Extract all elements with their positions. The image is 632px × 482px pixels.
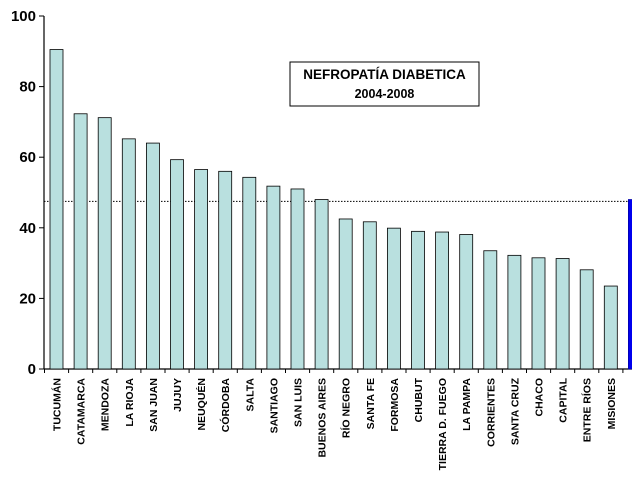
bar-la-pampa: [459, 234, 474, 370]
bars: [49, 49, 632, 370]
bar-formosa: [386, 227, 401, 370]
bar-corrientes: [483, 250, 498, 370]
x-category-label: JUJUY: [172, 378, 184, 412]
bar-entre-r-os: [579, 269, 594, 370]
x-category-label: TUCUMÁN: [51, 378, 64, 431]
x-category-label: SANTIAGO: [268, 378, 280, 433]
bar-san-luis: [290, 188, 305, 370]
x-category-label: LA RIOJA: [124, 378, 136, 427]
bar-santiago: [266, 185, 281, 370]
y-tick-label: 0: [28, 361, 36, 378]
x-category-label: RÍO NEGRO: [340, 378, 353, 438]
x-category-label: SALTA: [244, 378, 256, 412]
x-category-label: FORMOSA: [389, 378, 401, 432]
bar-mendoza: [97, 117, 112, 370]
bar-r-o-negro: [338, 218, 353, 370]
y-tick-label: 100: [11, 8, 36, 25]
bar-catamarca: [73, 113, 88, 370]
bar-salta: [242, 176, 257, 370]
y-tick-label: 80: [19, 79, 36, 96]
x-category-label: NEUQUÉN: [195, 378, 208, 431]
bar-santa-cruz: [507, 254, 522, 370]
bar-total: [628, 199, 632, 370]
x-category-label: SAN JUAN: [148, 378, 160, 432]
chart-title: NEFROPATÍA DIABETICA: [303, 67, 466, 82]
x-category-label: MENDOZA: [100, 378, 112, 431]
bar-chubut: [411, 230, 425, 370]
x-axis-category-labels: TUCUMÁN CATAMARCA MENDOZA LA RIOJA SAN JUAN J…: [51, 377, 632, 470]
y-tick-label: 20: [19, 290, 36, 307]
bar-san-juan: [145, 142, 160, 370]
bar-neuqu-n: [194, 169, 209, 370]
bar-santa-fe: [362, 221, 377, 370]
y-axis-ticks: 0 20 40 60 80 100: [11, 8, 624, 378]
bar-misiones: [603, 285, 618, 370]
y-tick-label: 40: [19, 220, 36, 237]
y-tick-label: 60: [19, 149, 36, 166]
bar-buenos-aires: [314, 199, 329, 370]
x-category-label: SANTA FE: [365, 378, 377, 429]
bar-capital: [555, 258, 570, 370]
x-category-label: TIERRA D. FUEGO: [437, 378, 449, 470]
x-category-label: CHACO: [534, 378, 546, 417]
x-category-label: CORRIENTES: [485, 378, 497, 447]
x-category-label: LA PAMPA: [461, 378, 473, 431]
x-category-label: ENTRE RÍOS: [581, 378, 594, 442]
x-category-label: CAPITAL: [558, 377, 570, 422]
x-category-label: SANTA CRUZ: [509, 377, 521, 445]
x-category-label: MISIONES: [606, 378, 618, 429]
bar-tierra-d-fuego: [435, 231, 450, 370]
title-box: NEFROPATÍA DIABETICA 2004-2008: [289, 61, 480, 107]
x-category-label: CÓRDOBA: [219, 378, 232, 433]
bar-c-rdoba: [218, 170, 233, 370]
x-category-label: CATAMARCA: [76, 378, 88, 445]
bar-tucum-n: [49, 49, 64, 370]
bar-chaco: [531, 257, 546, 370]
x-category-label: BUENOS AIRES: [317, 378, 329, 458]
x-category-label: SAN LUIS: [293, 378, 305, 427]
bar-jujuy: [170, 159, 184, 370]
x-category-label: TOTAL: [630, 377, 632, 412]
chart-subtitle: 2004-2008: [355, 87, 415, 101]
bar-la-rioja: [121, 138, 136, 370]
x-category-label: CHUBUT: [413, 377, 425, 422]
